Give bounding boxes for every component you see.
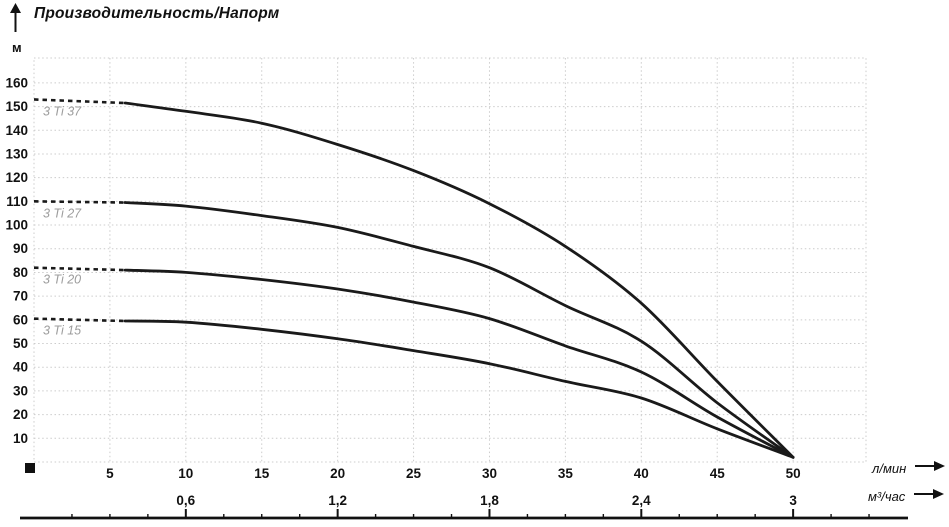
y-tick-label: 20 xyxy=(13,407,28,422)
x-tick-label-lmin: 30 xyxy=(482,466,497,481)
x-tick-label-m3h: 0,6 xyxy=(176,493,195,508)
x-tick-label-lmin: 15 xyxy=(254,466,270,481)
y-tick-label: 40 xyxy=(13,360,28,375)
y-tick-label: 10 xyxy=(13,431,28,446)
x-tick-label-lmin: 50 xyxy=(786,466,801,481)
right-arrow-icon xyxy=(915,459,946,477)
curve-3-ti-15 xyxy=(123,319,795,459)
curve-dashed-lead-3-ti-37 xyxy=(33,98,126,105)
origin-marker xyxy=(25,463,35,473)
x-axis-unit-lmin: л/мин xyxy=(872,460,907,476)
x-tick-label-lmin: 35 xyxy=(558,466,574,481)
y-tick-label: 140 xyxy=(5,123,28,138)
y-axis-unit-label: м xyxy=(12,40,22,55)
curve-3-ti-37 xyxy=(123,101,795,459)
y-tick-label: 130 xyxy=(5,146,28,161)
curve-3-ti-20 xyxy=(123,268,795,459)
curve-dashed-lead-3-ti-20 xyxy=(33,266,126,272)
series-label-3-ti-20: 3 Ti 20 xyxy=(43,273,81,287)
y-tick-label: 150 xyxy=(5,99,28,114)
y-tick-label: 30 xyxy=(13,383,28,398)
right-arrow-icon xyxy=(914,487,945,505)
series-label-3-ti-37: 3 Ti 37 xyxy=(43,104,82,118)
x-tick-label-lmin: 45 xyxy=(710,466,726,481)
up-arrow-icon xyxy=(8,3,24,33)
x-tick-label-lmin: 20 xyxy=(330,466,345,481)
x-axis-unit-m3h: м³/час xyxy=(868,488,906,504)
plot-border xyxy=(33,57,867,463)
y-tick-label: 50 xyxy=(13,336,28,351)
x-tick-label-m3h: 1,2 xyxy=(328,493,347,508)
y-tick-label: 100 xyxy=(5,218,28,233)
x-tick-label-m3h: 1,8 xyxy=(480,493,499,508)
y-tick-label: 160 xyxy=(5,75,28,90)
y-tick-label: 70 xyxy=(13,289,28,304)
x-tick-label-lmin: 5 xyxy=(106,466,114,481)
y-tick-label: 90 xyxy=(13,241,28,256)
x-tick-label-m3h: 2,4 xyxy=(632,493,651,508)
x-axis-unit-row-lmin: л/мин xyxy=(872,459,946,477)
y-tick-label: 60 xyxy=(13,312,28,327)
series-label-3-ti-27: 3 Ti 27 xyxy=(43,206,82,220)
x-axis-unit-row-m3h: м³/час xyxy=(868,487,945,505)
series-label-3-ti-15: 3 Ti 15 xyxy=(43,324,81,338)
x-tick-label-lmin: 10 xyxy=(178,466,193,481)
y-tick-label: 120 xyxy=(5,170,28,185)
chart-title: Производительность/Напорм xyxy=(34,5,280,22)
curve-dashed-lead-3-ti-15 xyxy=(33,317,126,323)
x-tick-label-m3h: 3 xyxy=(789,493,797,508)
y-tick-label: 110 xyxy=(6,194,28,209)
x-tick-label-lmin: 25 xyxy=(406,466,422,481)
x-tick-label-lmin: 40 xyxy=(634,466,649,481)
curve-3-ti-27 xyxy=(123,201,795,459)
curve-dashed-lead-3-ti-27 xyxy=(33,200,126,204)
y-tick-label: 80 xyxy=(13,265,28,280)
